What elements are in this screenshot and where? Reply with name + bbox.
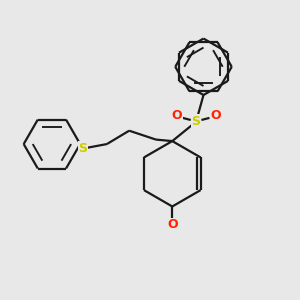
Text: O: O (167, 218, 178, 231)
Text: O: O (210, 109, 221, 122)
Text: S: S (192, 115, 201, 128)
Text: O: O (171, 109, 182, 122)
Text: S: S (79, 142, 88, 155)
